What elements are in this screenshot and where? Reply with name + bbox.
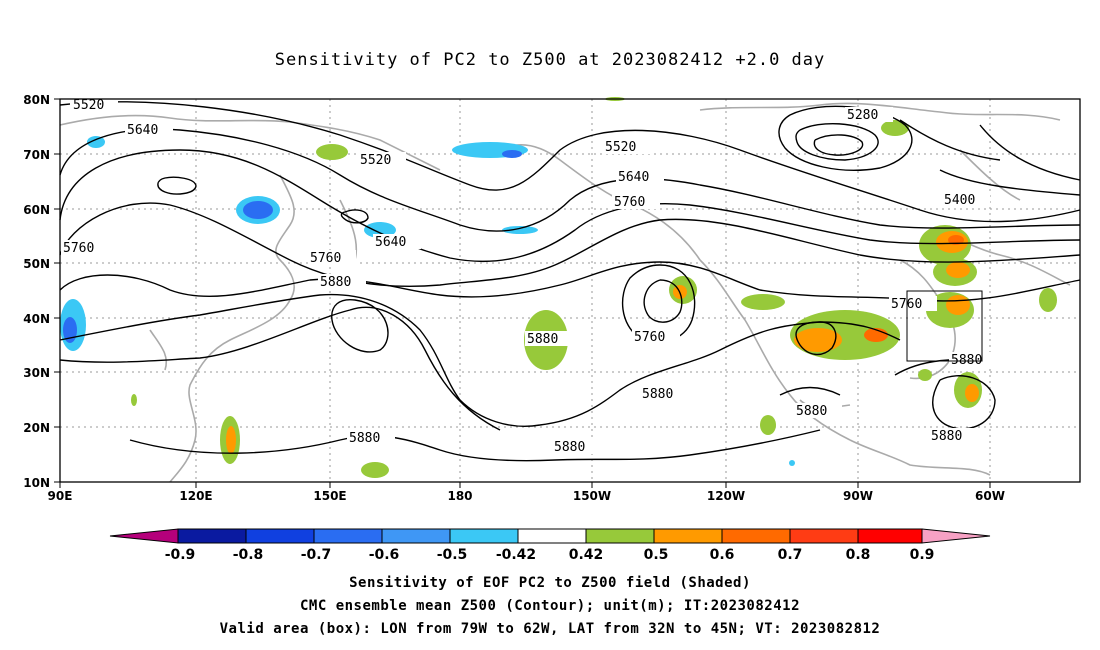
lon-label: 120W [707,489,745,503]
lon-labels: 90E 120E 150E 180 150W 120W 90W 60W [48,489,1005,503]
contour-label: 5640 [618,170,649,185]
colorbar-swatch [653,528,723,544]
lon-label: 150W [573,489,611,503]
lon-label: 90W [843,489,873,503]
lat-label: 50N [23,257,50,271]
colorbar-label: 0.42 [569,547,604,563]
colorbar-labels: -0.9 -0.8 -0.7 -0.6 -0.5 -0.42 0.42 0.5 … [165,547,935,563]
lon-label: 90E [48,489,73,503]
colorbar-swatch [449,528,519,544]
contour-label: 5760 [634,330,665,345]
lat-labels: 80N 70N 60N 50N 40N 30N 20N 10N [23,93,50,490]
contour-label: 5520 [605,140,636,155]
colorbar [109,528,991,544]
colorbar-label: 0.7 [778,547,803,563]
colorbar-swatch [857,528,923,544]
caption-valid-area: Valid area (box): LON from 79W to 62W, L… [219,621,881,637]
lon-label: 60W [975,489,1005,503]
colorbar-swatch [177,528,247,544]
grid-lines [60,99,1080,482]
colorbar-swatch [381,528,451,544]
z500-contours [59,101,1081,462]
contour-label: 5400 [944,193,975,208]
lat-label: 10N [23,476,50,490]
contour-label: 5880 [320,275,351,290]
lat-ticks [54,98,60,483]
map-frame [59,98,1081,483]
lat-label: 20N [23,421,50,435]
colorbar-end-high [921,528,991,544]
lat-label: 60N [23,203,50,217]
lat-label: 80N [23,93,50,107]
colorbar-swatch [245,528,315,544]
contour-label: 5640 [375,235,406,250]
colorbar-label: -0.42 [496,547,536,563]
contour-label: 5880 [349,431,380,446]
colorbar-label: -0.7 [301,547,332,563]
contour-label: 5520 [73,98,104,113]
contour-label: 5880 [527,332,558,347]
lon-label: 180 [447,489,472,503]
map-title: Sensitivity of PC2 to Z500 at 2023082412… [274,50,826,70]
lat-label: 30N [23,366,50,380]
contour-label: 5760 [614,195,645,210]
colorbar-label: 0.9 [910,547,935,563]
caption-shaded: Sensitivity of EOF PC2 to Z500 field (Sh… [349,575,751,591]
contour-label: 5640 [127,123,158,138]
colorbar-label: 0.6 [710,547,735,563]
valid-area-box [906,290,983,362]
colorbar-label: 0.5 [644,547,669,563]
colorbar-swatch [517,528,587,544]
caption-contour: CMC ensemble mean Z500 (Contour); unit(m… [299,598,800,614]
colorbar-end-low [109,528,179,544]
contour-label: 5880 [554,440,585,455]
colorbar-label: -0.5 [437,547,468,563]
colorbar-swatch [789,528,859,544]
contour-label: 5880 [642,387,673,402]
colorbar-swatch [313,528,383,544]
contour-label: 5760 [63,241,94,256]
contour-labels: 5520 5640 5520 5640 5760 5760 5880 5880 … [61,97,997,455]
colorbar-label: -0.6 [369,547,400,563]
contour-label: 5880 [796,404,827,419]
contour-label: 5760 [310,251,341,266]
coastlines [59,102,1071,483]
colorbar-swatch [585,528,655,544]
colorbar-label: -0.8 [233,547,264,563]
lon-label: 120E [179,489,212,503]
contour-label: 5880 [931,429,962,444]
colorbar-swatch [721,528,791,544]
lon-label: 150E [313,489,346,503]
lat-label: 70N [23,148,50,162]
contour-label: 5520 [360,153,391,168]
lon-ticks [59,482,991,488]
colorbar-label: -0.9 [165,547,196,563]
lat-label: 40N [23,312,50,326]
contour-label: 5280 [847,108,878,123]
colorbar-label: 0.8 [846,547,871,563]
